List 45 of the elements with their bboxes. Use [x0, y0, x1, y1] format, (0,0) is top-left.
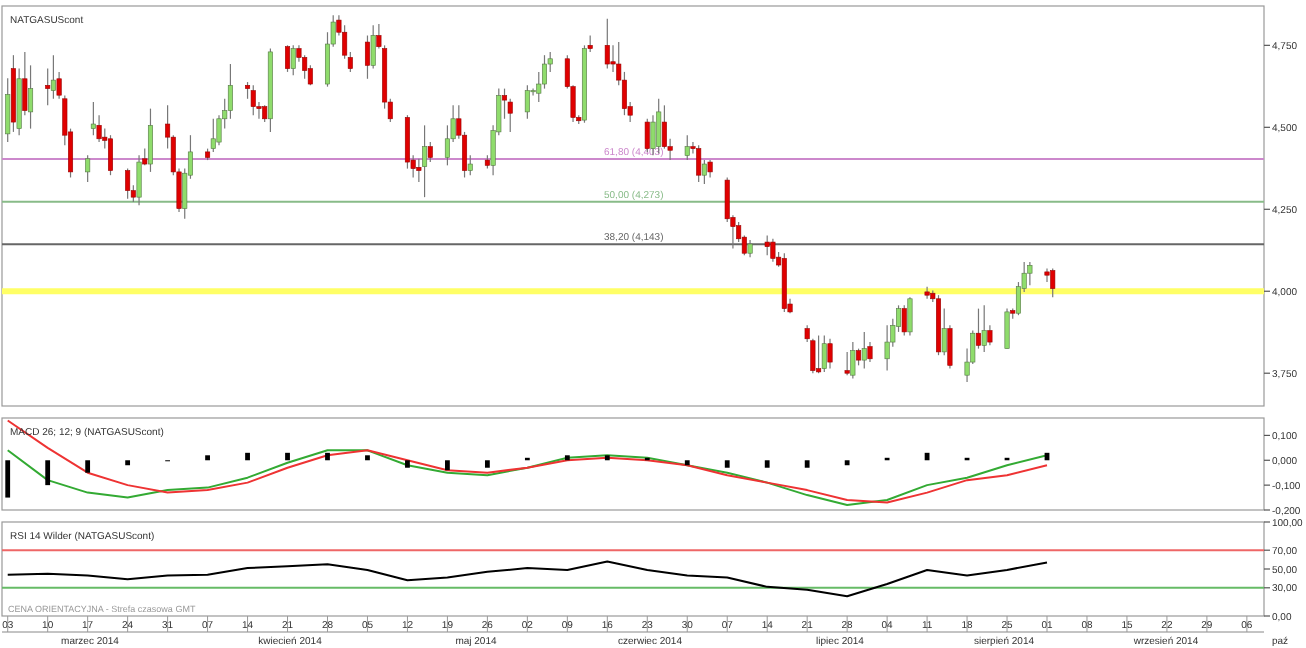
candlestick	[85, 154, 91, 183]
candlestick	[816, 334, 822, 374]
candlestick	[924, 286, 930, 300]
candlestick	[422, 124, 428, 198]
candlestick	[210, 118, 216, 153]
candlestick	[844, 351, 850, 376]
candlestick	[108, 134, 113, 176]
candlestick	[250, 84, 256, 116]
candlestick	[821, 334, 827, 373]
candlestick	[404, 114, 410, 170]
candlestick	[770, 238, 776, 263]
candlestick	[701, 159, 707, 185]
candlestick	[764, 234, 770, 256]
candlestick	[1027, 261, 1033, 286]
candlestick	[524, 84, 530, 120]
candlestick	[1004, 308, 1010, 350]
candlestick	[90, 101, 96, 136]
candlestick	[364, 34, 370, 80]
candlestick	[290, 44, 296, 76]
candlestick	[427, 141, 433, 163]
candlestick	[285, 44, 291, 73]
candlestick	[1050, 268, 1056, 298]
candlestick	[981, 304, 987, 353]
candlestick	[850, 341, 856, 380]
candlestick	[861, 331, 867, 370]
candlestick	[941, 308, 947, 356]
candlestick	[987, 324, 993, 346]
candlestick	[125, 168, 131, 200]
line-series	[6, 449, 1048, 507]
candlestick	[696, 144, 702, 183]
candlestick	[467, 154, 473, 176]
candlestick	[684, 134, 690, 161]
candlestick	[147, 108, 153, 173]
candlestick	[1044, 268, 1050, 283]
line-series	[6, 419, 1048, 504]
candlestick	[136, 154, 142, 206]
candlestick	[45, 68, 51, 106]
candlestick	[907, 296, 913, 337]
candlestick	[50, 54, 56, 100]
candlestick	[604, 18, 610, 70]
candlestick	[901, 304, 907, 337]
candlestick	[975, 308, 981, 350]
candlestick	[884, 324, 890, 372]
candlestick	[827, 338, 833, 370]
line-series	[6, 560, 1048, 598]
